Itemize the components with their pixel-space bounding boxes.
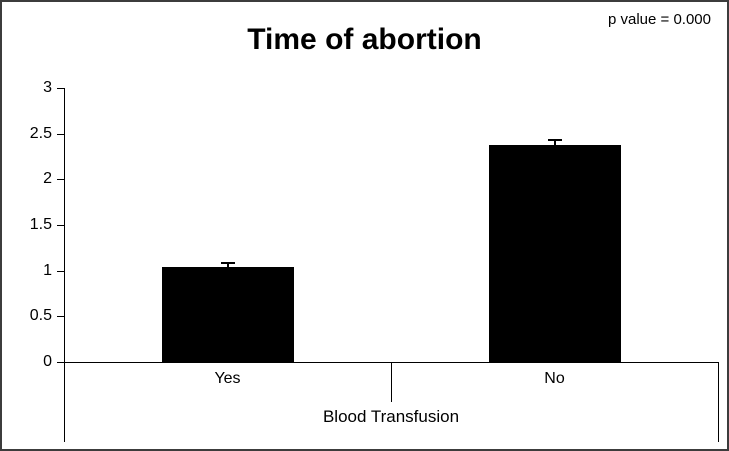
- error-bar-cap: [547, 139, 562, 142]
- y-tick-mark: [57, 133, 64, 135]
- p-value-annotation: p value = 0.000: [607, 11, 711, 28]
- category-frame-right: [718, 362, 719, 442]
- y-tick-label: 2.5: [29, 124, 52, 142]
- y-tick-mark: [57, 88, 64, 89]
- y-tick-mark: [57, 316, 64, 318]
- bar-yes: [161, 267, 294, 362]
- y-tick-label: 0: [43, 353, 52, 370]
- error-bar-stem: [553, 139, 556, 150]
- x-category-label-yes: Yes: [214, 370, 241, 387]
- y-tick-label: 2: [43, 170, 52, 188]
- x-axis-title: Blood Transfusion: [322, 407, 460, 426]
- y-tick-label: 0.5: [29, 307, 52, 325]
- chart-title: Time of abortion: [247, 23, 482, 56]
- y-tick-label: 3: [43, 79, 52, 96]
- y-tick-mark: [57, 179, 64, 181]
- y-tick-mark: [57, 270, 64, 272]
- y-tick-label: 1: [43, 261, 52, 279]
- error-bar-cap: [220, 261, 235, 264]
- y-tick-mark: [57, 362, 64, 363]
- bar-no: [488, 144, 621, 362]
- error-bar-stem: [226, 261, 229, 272]
- category-separator: [391, 362, 392, 402]
- y-tick-mark: [57, 225, 64, 226]
- x-category-label-no: No: [544, 370, 565, 387]
- y-axis-line: [64, 88, 65, 442]
- y-tick-label: 1.5: [29, 216, 52, 233]
